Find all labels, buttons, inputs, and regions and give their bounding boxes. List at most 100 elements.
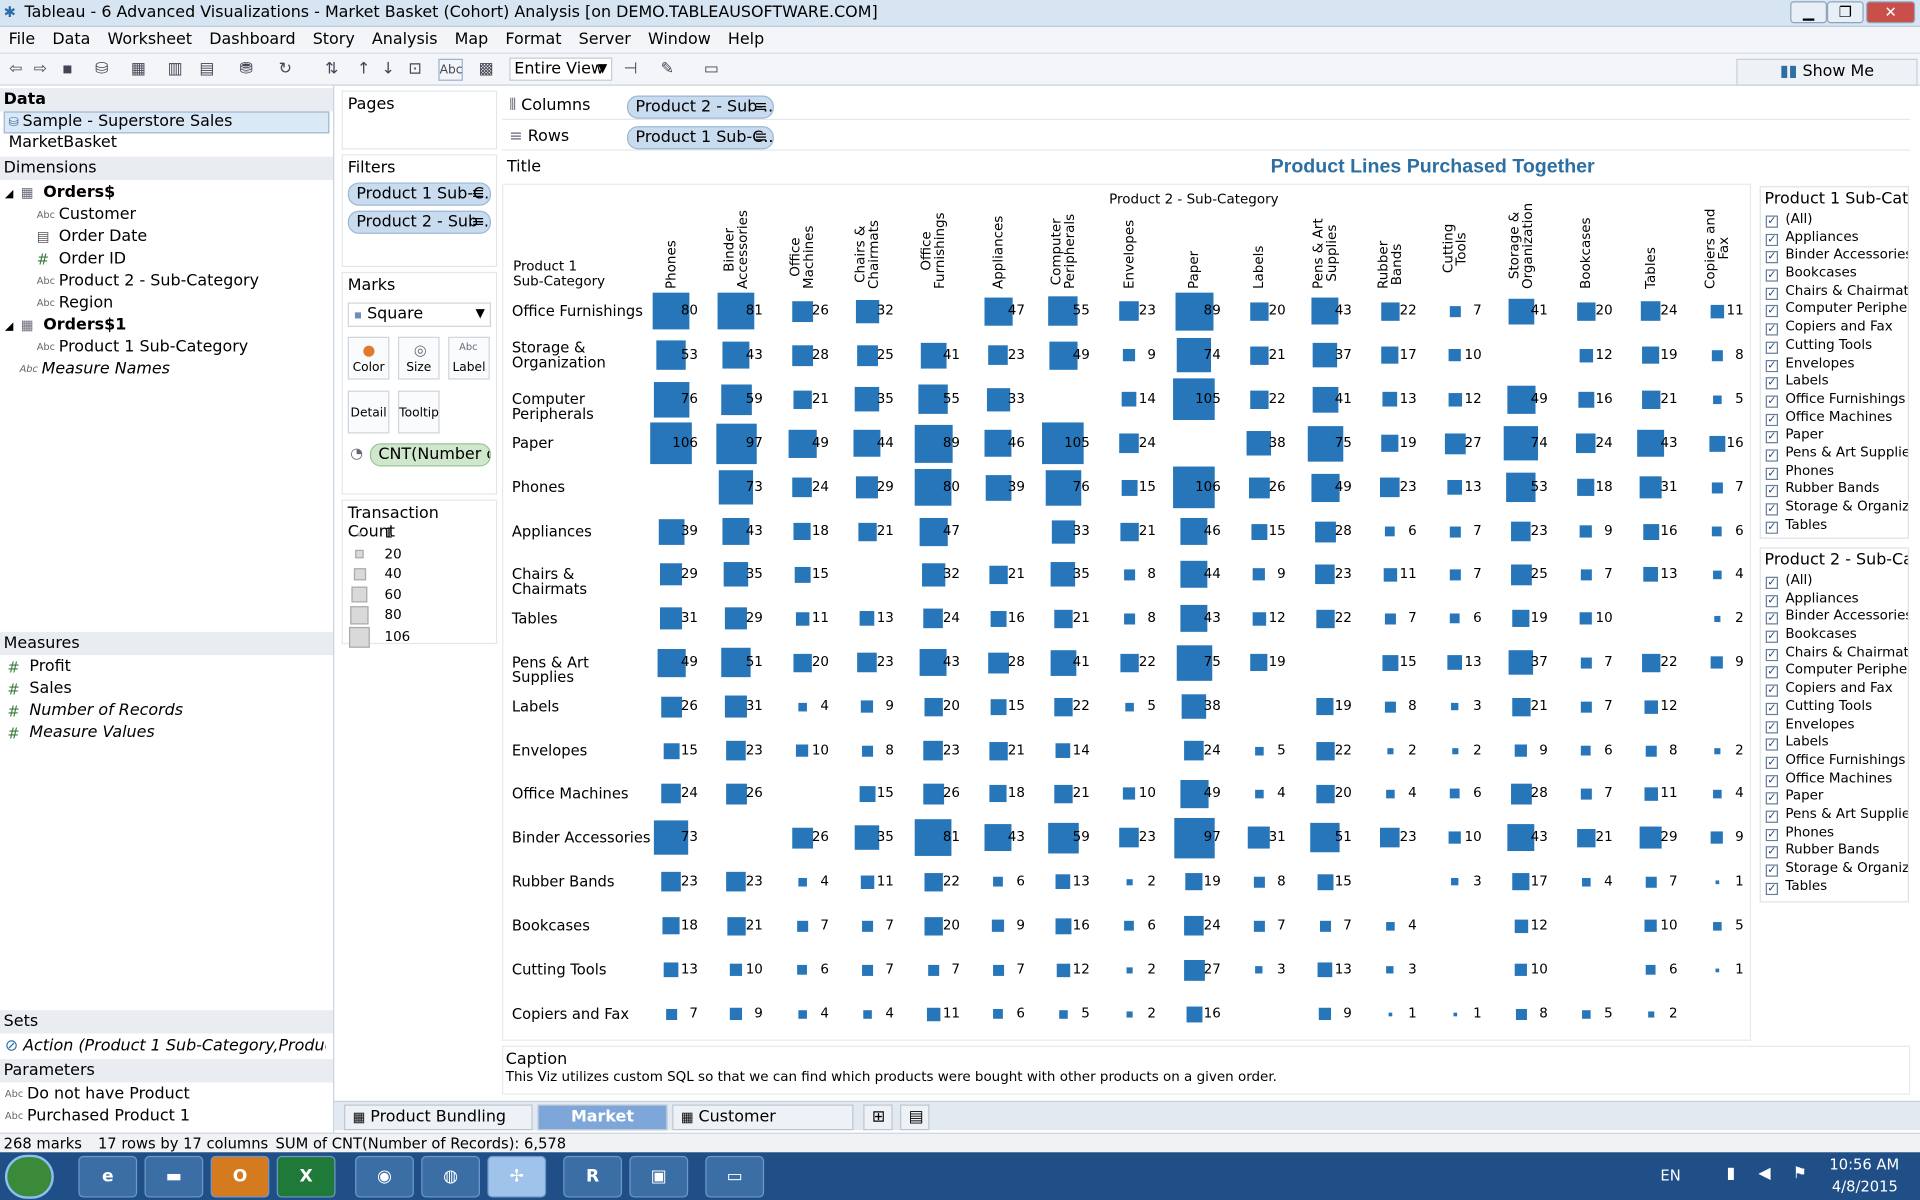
mark-type-dropdown[interactable]: ▪ Square ▼ <box>347 302 492 327</box>
checkbox-checked-icon[interactable]: ✓ <box>1765 864 1778 877</box>
new-worksheet-tab[interactable]: ⊞ <box>863 1104 893 1131</box>
menu-analysis[interactable]: Analysis <box>371 30 438 49</box>
clock-time[interactable]: 10:56 AM <box>1829 1155 1900 1174</box>
presentation-icon[interactable]: ▭ <box>703 60 719 79</box>
menu-data[interactable]: Data <box>52 30 91 49</box>
checkbox-checked-icon[interactable]: ✓ <box>1765 287 1778 300</box>
checkbox-checked-icon[interactable]: ✓ <box>1765 576 1778 589</box>
pin-icon[interactable]: ⊣ <box>623 60 638 79</box>
postgres-taskbar-icon[interactable]: ◍ <box>421 1155 481 1198</box>
tab-product-bundling[interactable]: ▦Product Bundling Ana... <box>344 1104 533 1150</box>
checkbox-checked-icon[interactable]: ✓ <box>1765 323 1778 336</box>
filter-option[interactable]: ✓ Copiers and Fax <box>1761 680 1908 698</box>
highlight-icon[interactable]: ✎ <box>660 60 675 79</box>
filter-option[interactable]: ✓ Pens & Art Supplies <box>1761 806 1908 824</box>
duplicate-icon[interactable]: ▥ <box>167 60 183 79</box>
back-icon[interactable]: ⇦ <box>9 60 23 79</box>
checkbox-checked-icon[interactable]: ✓ <box>1765 269 1778 282</box>
minimize-button[interactable]: ▁ <box>1790 1 1827 24</box>
filter-option[interactable]: ✓ Paper <box>1761 426 1908 444</box>
save-icon[interactable]: ▪ <box>61 60 73 79</box>
checkbox-checked-icon[interactable]: ✓ <box>1765 882 1778 895</box>
columns-pill[interactable]: Product 2 - Sub-.. ≡ <box>626 95 774 119</box>
checkbox-checked-icon[interactable]: ✓ <box>1765 774 1778 787</box>
checkbox-checked-icon[interactable]: ✓ <box>1765 359 1778 372</box>
datasource-selector[interactable]: ⛁ Sample - Superstore Sales MarketBasket <box>3 111 330 152</box>
filter-option[interactable]: ✓ Storage & Organiz... <box>1761 498 1908 516</box>
filter-option[interactable]: ✓ Labels <box>1761 734 1908 752</box>
run-update-icon[interactable]: ↻ <box>278 60 292 79</box>
filter-pill[interactable]: Product 1 Sub-C.. ≡ <box>347 182 492 206</box>
checkbox-checked-icon[interactable]: ✓ <box>1765 630 1778 643</box>
filter-option[interactable]: ✓ Appliances <box>1761 590 1908 608</box>
outlook-taskbar-icon[interactable]: O <box>210 1155 270 1198</box>
menu-help[interactable]: Help <box>727 30 765 49</box>
checkbox-checked-icon[interactable]: ✓ <box>1765 449 1778 462</box>
dimension-field[interactable]: Abc Region <box>37 294 114 312</box>
forward-icon[interactable]: ⇨ <box>33 60 48 79</box>
checkbox-checked-icon[interactable]: ✓ <box>1765 594 1778 607</box>
checkbox-checked-icon[interactable]: ✓ <box>1765 792 1778 805</box>
filter-option[interactable]: ✓ (All) <box>1761 572 1908 590</box>
start-button[interactable] <box>4 1154 54 1199</box>
set-item[interactable]: ⊘ Action (Product 1 Sub-Category,Product … <box>5 1037 326 1055</box>
dimension-field[interactable]: Abc Product 1 Sub-Category <box>37 338 248 356</box>
checkbox-checked-icon[interactable]: ✓ <box>1765 702 1778 715</box>
show-labels-icon[interactable]: Abc <box>438 58 463 81</box>
close-button[interactable]: ✕ <box>1866 1 1916 24</box>
remote-desktop-taskbar-icon[interactable]: ▭ <box>705 1155 765 1198</box>
volume-icon[interactable]: ◀ <box>1758 1164 1771 1183</box>
filter-option[interactable]: ✓ Envelopes <box>1761 716 1908 734</box>
checkbox-checked-icon[interactable]: ✓ <box>1765 251 1778 264</box>
filter-option[interactable]: ✓ Chairs & Chairmats <box>1761 283 1908 301</box>
tooltip-button[interactable]: Tooltip <box>397 390 440 434</box>
filter-option[interactable]: ✓ Chairs & Chairmats <box>1761 644 1908 662</box>
pages-shelf[interactable]: Pages <box>341 90 498 150</box>
filter-option[interactable]: ✓ Cutting Tools <box>1761 698 1908 716</box>
table-group[interactable]: ◢ ▦ Orders$ <box>5 184 115 202</box>
checkbox-checked-icon[interactable]: ✓ <box>1765 648 1778 661</box>
menu-worksheet[interactable]: Worksheet <box>107 30 193 49</box>
checkbox-checked-icon[interactable]: ✓ <box>1765 485 1778 498</box>
flag-icon[interactable]: ⚑ <box>1792 1164 1807 1183</box>
checkbox-checked-icon[interactable]: ✓ <box>1765 467 1778 480</box>
explorer-taskbar-icon[interactable]: ▬ <box>144 1155 204 1198</box>
dimension-field[interactable]: # Order ID <box>37 250 126 268</box>
clear-icon[interactable]: ▤ <box>199 60 215 79</box>
menu-story[interactable]: Story <box>312 30 355 49</box>
datasource-icon[interactable]: ⛁ <box>94 60 109 79</box>
auto-update-icon[interactable]: ⛃ <box>239 60 253 79</box>
filter-option[interactable]: ✓ Bookcases <box>1761 265 1908 283</box>
size-button[interactable]: ◎ Size <box>397 336 440 380</box>
fit-dropdown[interactable]: Entire View ▼ <box>509 57 613 81</box>
checkbox-checked-icon[interactable]: ✓ <box>1765 521 1778 534</box>
filter-option[interactable]: ✓ Tables <box>1761 878 1908 896</box>
checkbox-checked-icon[interactable]: ✓ <box>1765 612 1778 625</box>
dimension-field[interactable]: Abc Customer <box>37 206 136 224</box>
checkbox-checked-icon[interactable]: ✓ <box>1765 503 1778 516</box>
checkbox-checked-icon[interactable]: ✓ <box>1765 828 1778 841</box>
maximize-button[interactable]: ❐ <box>1826 1 1864 24</box>
filter-option[interactable]: ✓ Office Machines <box>1761 408 1908 426</box>
filter-option[interactable]: ✓ Phones <box>1761 462 1908 480</box>
tab-customer-segments[interactable]: ▦Customer Segments <box>672 1104 854 1150</box>
filter-option[interactable]: ✓ Bookcases <box>1761 626 1908 644</box>
checkbox-checked-icon[interactable]: ✓ <box>1765 233 1778 246</box>
filters-shelf[interactable]: Filters Product 1 Sub-C.. ≡ Product 2 - S… <box>341 154 498 267</box>
filter-option[interactable]: ✓ Paper <box>1761 788 1908 806</box>
excel-taskbar-icon[interactable]: X <box>276 1155 336 1198</box>
checkbox-checked-icon[interactable]: ✓ <box>1765 377 1778 390</box>
parameter-item[interactable]: Abc Do not have Product <box>5 1085 190 1103</box>
filter-option[interactable]: ✓ Rubber Bands <box>1761 842 1908 860</box>
measure-field[interactable]: # Sales <box>7 680 71 698</box>
filter-option[interactable]: ✓ Labels <box>1761 372 1908 390</box>
filter-option[interactable]: ✓ Cutting Tools <box>1761 337 1908 355</box>
swap-icon[interactable]: ⇅ <box>325 60 339 79</box>
filter-option[interactable]: ✓ Phones <box>1761 824 1908 842</box>
sort-ascending-icon[interactable]: ↑ <box>356 60 371 79</box>
filter-option[interactable]: ✓ Office Furnishings <box>1761 390 1908 408</box>
measure-field[interactable]: # Profit <box>7 658 71 676</box>
filter-option[interactable]: ✓ Envelopes <box>1761 354 1908 372</box>
measure-field[interactable]: # Measure Values <box>7 724 154 742</box>
checkbox-checked-icon[interactable]: ✓ <box>1765 846 1778 859</box>
